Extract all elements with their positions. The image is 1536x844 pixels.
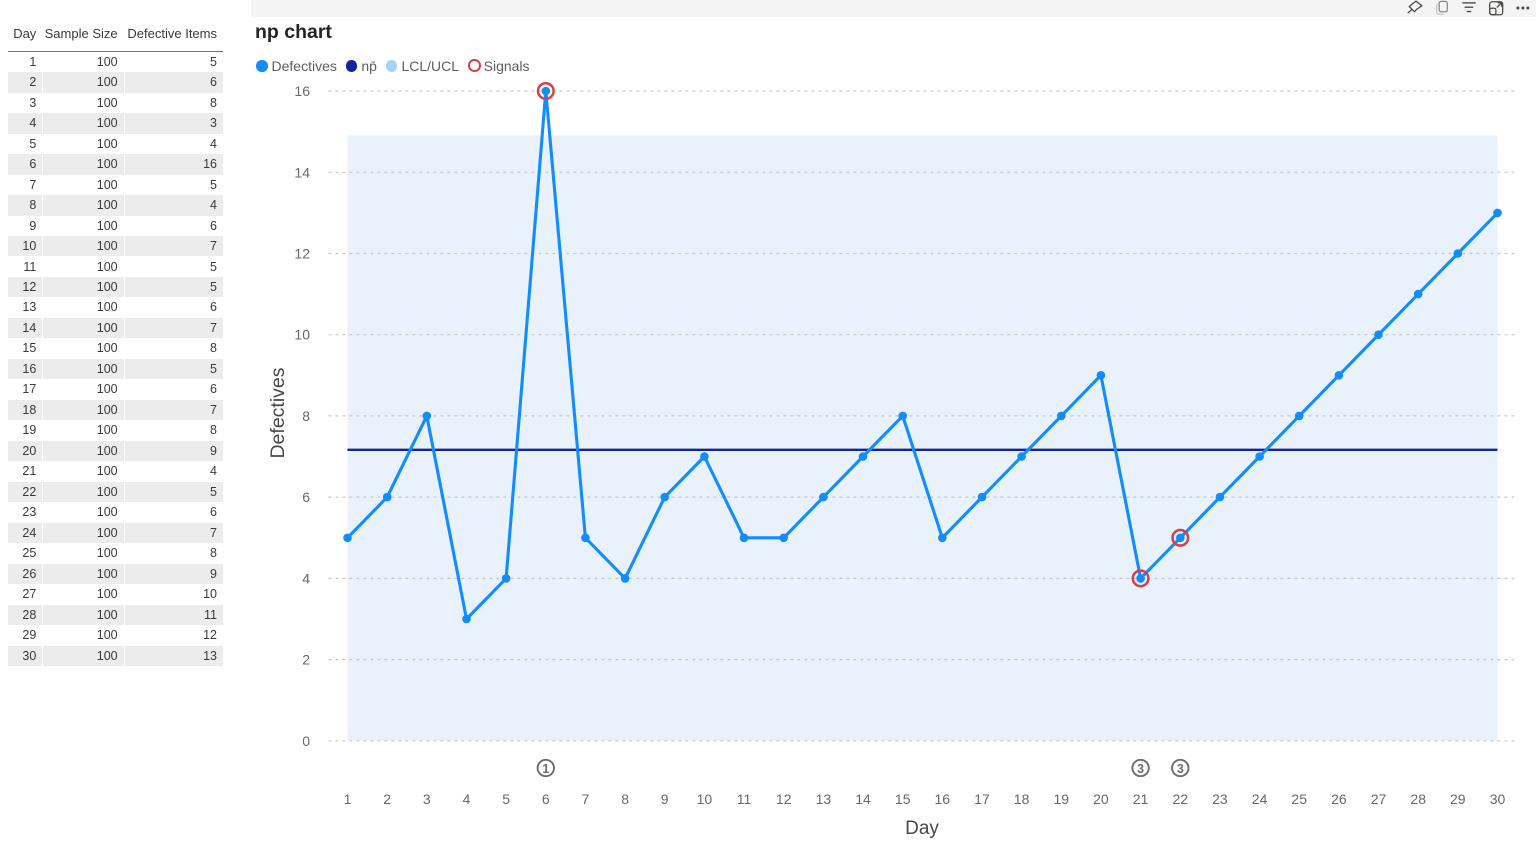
svg-text:10: 10 [294,327,310,343]
svg-text:1: 1 [542,762,549,776]
svg-text:1: 1 [344,791,352,807]
svg-text:6: 6 [302,489,310,505]
svg-text:2: 2 [302,652,310,668]
svg-text:4: 4 [302,570,310,586]
svg-text:7: 7 [582,791,590,807]
svg-text:23: 23 [1212,791,1228,807]
svg-text:3: 3 [423,791,431,807]
svg-text:12: 12 [776,791,792,807]
svg-text:27: 27 [1371,791,1387,807]
svg-text:5: 5 [502,791,510,807]
svg-text:11: 11 [737,791,752,807]
svg-text:9: 9 [661,791,669,807]
svg-text:15: 15 [895,791,911,807]
svg-text:4: 4 [463,791,471,807]
svg-text:10: 10 [697,791,713,807]
svg-text:25: 25 [1291,791,1307,807]
svg-text:20: 20 [1093,791,1109,807]
svg-text:8: 8 [621,791,629,807]
svg-text:Defectives: Defectives [267,367,289,458]
svg-text:3: 3 [1177,762,1184,776]
svg-text:8: 8 [302,408,310,424]
svg-text:13: 13 [816,791,832,807]
svg-text:21: 21 [1133,791,1149,807]
svg-text:22: 22 [1173,791,1189,807]
svg-text:28: 28 [1410,791,1426,807]
svg-text:6: 6 [542,791,550,807]
svg-text:18: 18 [1014,791,1030,807]
svg-text:14: 14 [855,791,871,807]
svg-text:30: 30 [1490,791,1506,807]
svg-text:12: 12 [294,246,310,262]
svg-text:3: 3 [1137,762,1144,776]
svg-text:16: 16 [294,83,310,99]
svg-text:26: 26 [1331,791,1347,807]
svg-text:0: 0 [302,733,310,749]
svg-text:19: 19 [1054,791,1070,807]
svg-text:Day: Day [905,818,939,839]
svg-text:16: 16 [935,791,951,807]
svg-text:17: 17 [974,791,990,807]
svg-text:2: 2 [383,791,391,807]
svg-text:29: 29 [1450,791,1466,807]
svg-text:14: 14 [294,164,310,180]
svg-text:24: 24 [1252,791,1268,807]
